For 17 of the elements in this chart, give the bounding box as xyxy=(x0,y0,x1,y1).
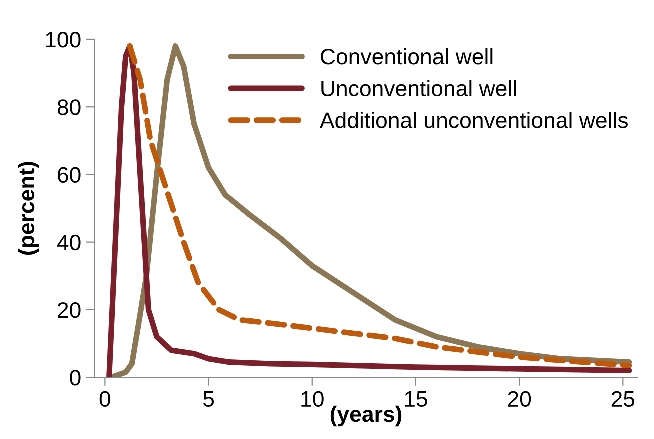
x-axis-title: (years) xyxy=(330,406,402,427)
y-tick-label: 60 xyxy=(58,167,81,183)
x-tick-label: 20 xyxy=(508,391,532,408)
x-tick-label: 15 xyxy=(405,392,428,408)
y-tick-label: 0 xyxy=(70,370,81,386)
legend-label: Additional unconventional wells xyxy=(320,112,628,128)
x-tick-label: 10 xyxy=(302,391,324,408)
x-tick-label: 25 xyxy=(612,391,635,408)
y-tick-label: 40 xyxy=(57,234,81,251)
x-tick-label: 0 xyxy=(100,391,110,408)
y-tick-label: 100 xyxy=(46,32,81,48)
y-tick-label: 20 xyxy=(58,302,81,318)
y-tick-label: 80 xyxy=(58,100,81,116)
legend-label: Unconventional well xyxy=(322,80,516,97)
y-axis-title: (percent) xyxy=(18,162,40,255)
x-tick-label: 5 xyxy=(203,392,214,408)
legend-label: Conventional well xyxy=(321,48,493,65)
